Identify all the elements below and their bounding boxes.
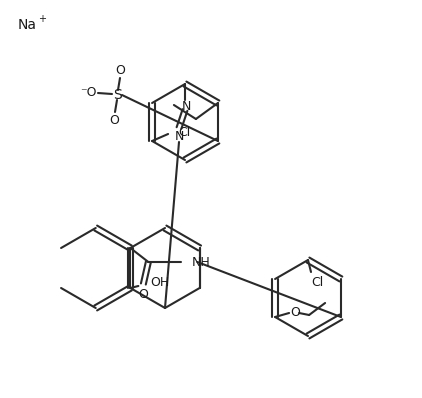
Text: O: O (109, 113, 119, 127)
Text: NH: NH (191, 256, 210, 269)
Text: O: O (290, 306, 300, 318)
Text: Na: Na (18, 18, 37, 32)
Text: +: + (38, 14, 46, 24)
Text: ⁻O: ⁻O (80, 86, 96, 100)
Text: N: N (174, 131, 184, 144)
Text: O: O (138, 287, 148, 300)
Text: S: S (114, 88, 122, 102)
Text: N: N (181, 101, 191, 113)
Text: Cl: Cl (311, 275, 323, 289)
Text: Cl: Cl (178, 125, 190, 139)
Text: O: O (115, 64, 125, 76)
Text: OH: OH (150, 277, 170, 289)
